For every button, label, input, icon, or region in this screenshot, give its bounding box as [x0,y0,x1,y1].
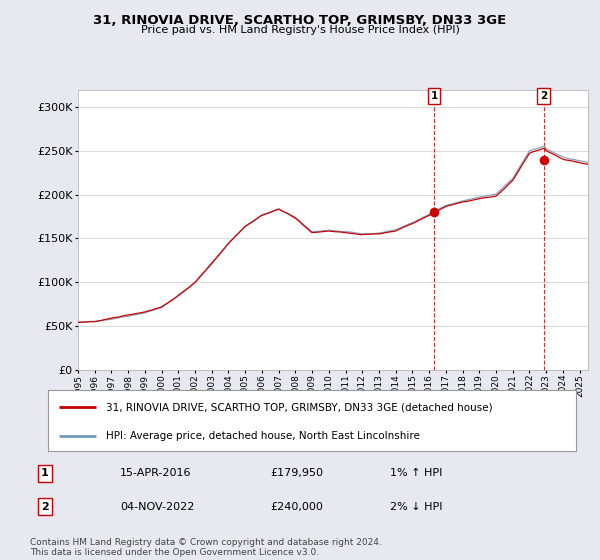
Text: HPI: Average price, detached house, North East Lincolnshire: HPI: Average price, detached house, Nort… [106,431,420,441]
Text: 31, RINOVIA DRIVE, SCARTHO TOP, GRIMSBY, DN33 3GE (detached house): 31, RINOVIA DRIVE, SCARTHO TOP, GRIMSBY,… [106,402,493,412]
Text: 15-APR-2016: 15-APR-2016 [120,468,191,478]
Text: Price paid vs. HM Land Registry's House Price Index (HPI): Price paid vs. HM Land Registry's House … [140,25,460,35]
Point [429,208,439,217]
Text: Contains HM Land Registry data © Crown copyright and database right 2024.
This d: Contains HM Land Registry data © Crown c… [30,538,382,557]
Text: 1: 1 [430,91,437,101]
Text: 2: 2 [41,502,49,512]
Point [539,155,548,164]
Text: 04-NOV-2022: 04-NOV-2022 [120,502,194,512]
Text: 1% ↑ HPI: 1% ↑ HPI [390,468,442,478]
Text: 2% ↓ HPI: 2% ↓ HPI [390,502,443,512]
Text: 2: 2 [540,91,547,101]
Text: 1: 1 [41,468,49,478]
Text: £179,950: £179,950 [270,468,323,478]
Text: £240,000: £240,000 [270,502,323,512]
Text: 31, RINOVIA DRIVE, SCARTHO TOP, GRIMSBY, DN33 3GE: 31, RINOVIA DRIVE, SCARTHO TOP, GRIMSBY,… [94,14,506,27]
